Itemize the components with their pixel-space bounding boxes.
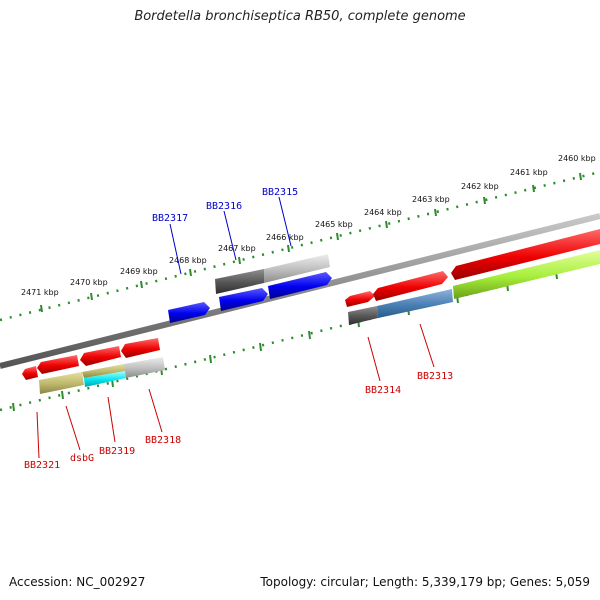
gene-label: BB2321 (24, 460, 60, 471)
gene-arrow (168, 302, 210, 323)
gene-block (348, 306, 378, 325)
gene-arrow (80, 346, 121, 366)
outer-gene-track (22, 229, 600, 380)
gene-label: dsbG (70, 453, 94, 464)
gene-arrow (373, 271, 448, 301)
gene-label: BB2315 (262, 187, 298, 198)
tick-label: 2462 kbp (461, 182, 499, 191)
gene-block (84, 371, 126, 387)
gene-block (82, 364, 126, 378)
gene-arrow (268, 272, 332, 299)
gene-arrow (345, 291, 375, 307)
tick-label: 2463 kbp (412, 195, 450, 204)
gene-label: BB2318 (145, 435, 181, 446)
tick-label: 2460 kbp (558, 154, 596, 163)
gene-arrow (37, 355, 79, 374)
gene-labels: BB2317 BB2316 BB2315 BB2321 dsbG BB2319 … (24, 187, 453, 471)
tick-label: 2461 kbp (510, 168, 548, 177)
gene-label: BB2313 (417, 371, 453, 382)
gene-label: BB2316 (206, 201, 242, 212)
gene-arrow (121, 338, 160, 358)
scale-ring-outer (0, 170, 600, 322)
leader-lines-forward (36, 323, 435, 459)
gene-block (215, 269, 264, 294)
map-title: Bordetella bronchiseptica RB50, complete… (134, 9, 466, 24)
tick-label: 2470 kbp (70, 278, 108, 287)
accession-text: Accession: NC_002927 (9, 575, 146, 589)
gene-block (39, 372, 84, 394)
gene-block (453, 250, 600, 299)
tick-label: 2469 kbp (120, 267, 158, 276)
tick-label: 2466 kbp (266, 233, 304, 242)
scale-labels: 2460 kbp 2461 kbp 2462 kbp 2463 kbp 2464… (21, 154, 596, 297)
outer-major-ticks (40, 172, 582, 313)
gene-arrow (451, 229, 600, 280)
leader-lines-reverse (169, 196, 292, 275)
tick-label: 2468 kbp (169, 256, 207, 265)
gene-block (264, 254, 330, 283)
inner-gene-track (39, 250, 600, 394)
tick-label: 2467 kbp (218, 244, 256, 253)
gene-arrow (219, 288, 268, 311)
gene-label: BB2314 (365, 385, 401, 396)
tick-label: 2471 kbp (21, 288, 59, 297)
gene-arrow (22, 366, 38, 380)
gene-label: BB2319 (99, 446, 135, 457)
gene-block (124, 357, 165, 378)
genome-stats-text: Topology: circular; Length: 5,339,179 bp… (260, 575, 590, 589)
tick-label: 2465 kbp (315, 220, 353, 229)
gene-block (377, 289, 453, 318)
tick-label: 2464 kbp (364, 208, 402, 217)
gene-label: BB2317 (152, 213, 188, 224)
